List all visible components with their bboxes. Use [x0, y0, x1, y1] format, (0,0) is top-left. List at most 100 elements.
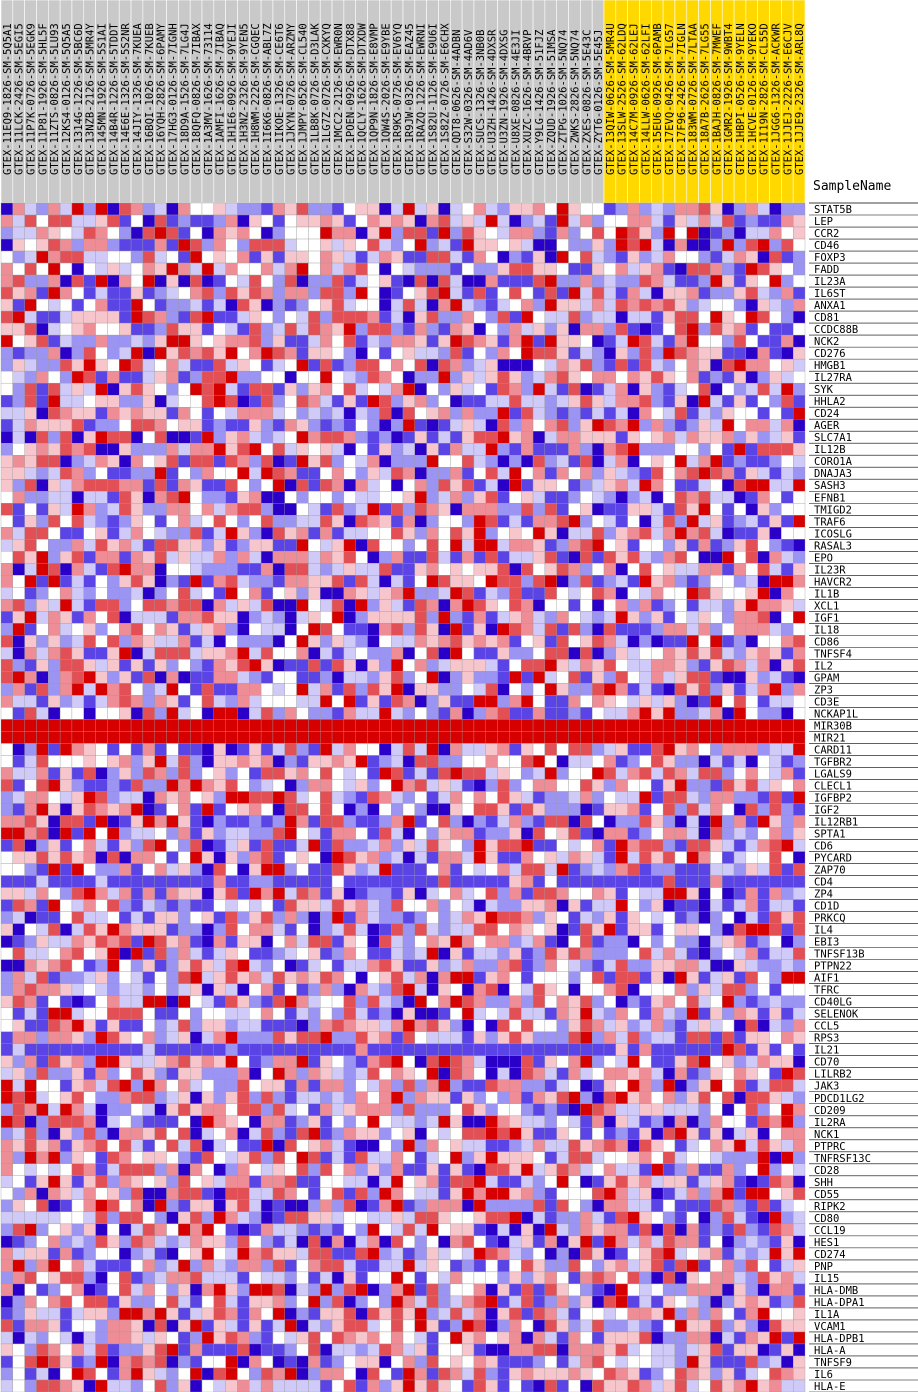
heatmap-cell — [521, 575, 534, 588]
heatmap-cell — [237, 947, 250, 960]
heatmap-cell — [190, 298, 203, 312]
heatmap-cell — [556, 707, 569, 720]
heatmap-cell — [367, 358, 380, 372]
heatmap-cell — [497, 202, 510, 216]
heatmap-cell — [308, 382, 321, 396]
heatmap-cell — [461, 346, 475, 360]
heatmap-cell — [130, 310, 144, 324]
heatmap-cell — [213, 358, 226, 372]
heatmap-cell — [698, 310, 711, 324]
heatmap-cell — [367, 755, 380, 768]
heatmap-cell — [414, 527, 427, 540]
heatmap-cell — [178, 286, 191, 300]
heatmap-cell — [793, 1043, 806, 1056]
heatmap-cell — [698, 503, 711, 516]
heatmap-cell — [142, 274, 155, 288]
heatmap-cell — [272, 346, 285, 360]
column-label: GTEX-XUZC-1626-SM-4BRVP — [522, 30, 534, 175]
heatmap-cell — [568, 551, 581, 564]
heatmap-cell — [59, 803, 73, 816]
heatmap-cell — [343, 262, 356, 276]
heatmap-cell — [107, 707, 120, 720]
heatmap-cell — [391, 551, 404, 564]
heatmap-cell — [178, 274, 191, 288]
heatmap-cell — [12, 647, 25, 660]
heatmap-cell — [272, 563, 285, 576]
heatmap-cell — [781, 370, 794, 384]
heatmap-cell — [142, 815, 155, 828]
heatmap-cell — [201, 382, 214, 396]
heatmap-cell — [154, 310, 167, 324]
heatmap-cell — [308, 491, 321, 504]
heatmap-cell — [733, 1007, 747, 1020]
heatmap-cell — [521, 707, 534, 720]
heatmap-cell — [733, 671, 747, 684]
heatmap-cell — [615, 863, 628, 876]
heatmap-cell — [272, 767, 285, 780]
heatmap-cell — [686, 515, 699, 528]
heatmap-cell — [166, 358, 179, 372]
heatmap-cell — [414, 707, 427, 720]
heatmap-cell — [592, 767, 605, 780]
heatmap-cell — [166, 695, 179, 708]
heatmap-cell — [733, 419, 747, 432]
heatmap-cell — [331, 863, 345, 876]
heatmap-cell — [639, 635, 652, 648]
heatmap-cell — [71, 515, 84, 528]
heatmap-cell — [698, 851, 711, 864]
heatmap-cell — [119, 587, 132, 600]
heatmap-cell — [260, 911, 274, 924]
heatmap-cell — [107, 443, 120, 456]
heatmap-cell — [343, 707, 356, 720]
heatmap-cell — [367, 935, 380, 948]
heatmap-cell — [130, 298, 144, 312]
heatmap-cell — [544, 647, 557, 660]
heatmap-cell — [426, 767, 439, 780]
heatmap-cell — [662, 659, 676, 672]
heatmap-cell — [473, 935, 486, 948]
heatmap-cell — [556, 346, 569, 360]
heatmap-cell — [686, 443, 699, 456]
heatmap-cell — [698, 358, 711, 372]
heatmap-cell — [331, 743, 345, 756]
heatmap-cell — [178, 575, 191, 588]
heatmap-cell — [556, 827, 569, 840]
heatmap-cell — [213, 491, 226, 504]
heatmap-cell — [568, 419, 581, 432]
heatmap-cell — [544, 394, 557, 408]
heatmap-cell — [379, 839, 392, 852]
heatmap-cell — [0, 995, 13, 1008]
heatmap-cell — [698, 479, 711, 492]
heatmap-cell — [379, 431, 392, 444]
heatmap-cell — [36, 491, 49, 504]
heatmap-cell — [627, 575, 640, 588]
heatmap-cell — [722, 503, 735, 516]
heatmap-cell — [36, 851, 49, 864]
heatmap-cell — [781, 262, 794, 276]
heatmap-cell — [249, 851, 262, 864]
heatmap-cell — [36, 623, 49, 636]
heatmap-cell — [651, 623, 664, 636]
heatmap-cell — [119, 959, 132, 972]
heatmap-cell — [0, 827, 13, 840]
heatmap-cell — [296, 695, 309, 708]
heatmap-cell — [556, 539, 569, 552]
heatmap-cell — [662, 455, 676, 468]
heatmap-cell — [769, 238, 782, 252]
heatmap-cell — [367, 863, 380, 876]
heatmap-cell — [249, 719, 262, 732]
column-label: GTEX-13QIW-0626-SM-5MR4U — [605, 23, 617, 175]
heatmap-cell — [603, 262, 616, 276]
heatmap-cell — [391, 839, 404, 852]
heatmap-cell — [781, 887, 794, 900]
heatmap-cell — [95, 250, 108, 264]
heatmap-cell — [757, 491, 770, 504]
heatmap-cell — [71, 695, 84, 708]
heatmap-cell — [603, 382, 616, 396]
heatmap-cell — [793, 527, 806, 540]
heatmap-cell — [36, 935, 49, 948]
heatmap-cell — [225, 274, 238, 288]
heatmap-cell — [166, 370, 179, 384]
heatmap-cell — [639, 887, 652, 900]
